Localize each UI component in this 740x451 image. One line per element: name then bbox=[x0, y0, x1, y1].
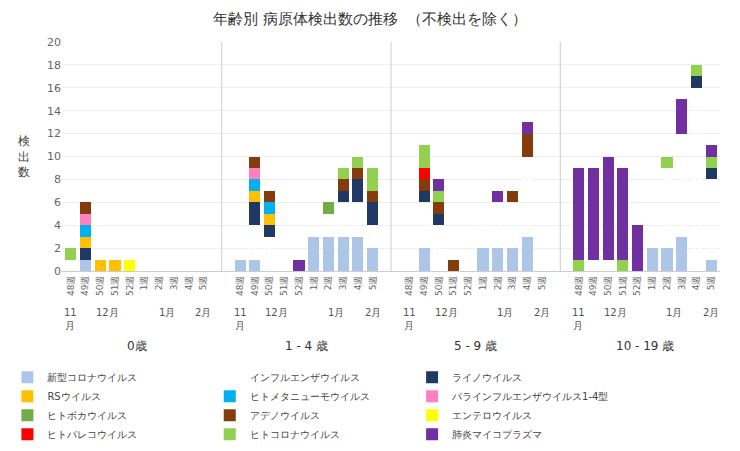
svg-text:50週: 50週 bbox=[434, 276, 444, 296]
svg-text:2月: 2月 bbox=[195, 307, 211, 318]
svg-text:11月: 11月 bbox=[403, 307, 416, 331]
svg-text:12: 12 bbox=[47, 127, 61, 140]
svg-text:50週: 50週 bbox=[95, 276, 105, 296]
svg-text:1週: 1週 bbox=[647, 276, 657, 291]
svg-text:12月: 12月 bbox=[435, 307, 458, 318]
svg-text:48週: 48週 bbox=[574, 276, 584, 296]
svg-text:ヒトパレコウイルス: ヒトパレコウイルス bbox=[47, 429, 137, 440]
svg-text:新型コロナウイルス: 新型コロナウイルス bbox=[47, 372, 137, 383]
svg-text:52週: 52週 bbox=[125, 276, 135, 296]
svg-text:2: 2 bbox=[54, 242, 61, 255]
svg-text:12月: 12月 bbox=[96, 307, 119, 318]
svg-text:0: 0 bbox=[54, 265, 61, 278]
svg-text:5週: 5週 bbox=[368, 276, 378, 291]
svg-text:10 - 19 歳: 10 - 19 歳 bbox=[616, 339, 674, 353]
svg-text:4週: 4週 bbox=[353, 276, 363, 291]
svg-text:4週: 4週 bbox=[184, 276, 194, 291]
svg-text:1月: 1月 bbox=[328, 307, 344, 318]
svg-text:パラインフルエンザウイルス1-4型: パラインフルエンザウイルス1-4型 bbox=[451, 391, 608, 402]
svg-text:51週: 51週 bbox=[618, 276, 628, 296]
svg-text:49週: 49週 bbox=[419, 276, 429, 296]
svg-text:4: 4 bbox=[54, 219, 61, 232]
svg-text:51週: 51週 bbox=[279, 276, 289, 296]
svg-text:4週: 4週 bbox=[691, 276, 701, 291]
svg-text:52週: 52週 bbox=[463, 276, 473, 296]
svg-text:48週: 48週 bbox=[66, 276, 76, 296]
svg-text:2週: 2週 bbox=[323, 276, 333, 291]
svg-text:51週: 51週 bbox=[110, 276, 120, 296]
svg-text:49週: 49週 bbox=[80, 276, 90, 296]
svg-text:5週: 5週 bbox=[706, 276, 716, 291]
svg-text:48週: 48週 bbox=[404, 276, 414, 296]
svg-text:5週: 5週 bbox=[198, 276, 208, 291]
svg-text:12月: 12月 bbox=[604, 307, 627, 318]
svg-text:1週: 1週 bbox=[478, 276, 488, 291]
svg-text:検出数: 検出数 bbox=[18, 134, 30, 179]
svg-text:1月: 1月 bbox=[159, 307, 175, 318]
svg-text:2月: 2月 bbox=[703, 307, 719, 318]
svg-text:1月: 1月 bbox=[666, 307, 682, 318]
svg-text:2週: 2週 bbox=[154, 276, 164, 291]
svg-text:10: 10 bbox=[47, 150, 61, 163]
svg-text:12月: 12月 bbox=[265, 307, 288, 318]
svg-text:2月: 2月 bbox=[365, 307, 381, 318]
svg-text:エンテロウイルス: エンテロウイルス bbox=[452, 410, 532, 421]
svg-text:11月: 11月 bbox=[572, 307, 585, 331]
svg-text:ヒトボカウイルス: ヒトボカウイルス bbox=[47, 410, 127, 421]
svg-text:年齢別 病原体検出数の推移 （不検出を除く）: 年齢別 病原体検出数の推移 （不検出を除く） bbox=[213, 10, 527, 28]
svg-text:20: 20 bbox=[47, 36, 61, 49]
svg-text:5 - 9 歳: 5 - 9 歳 bbox=[454, 339, 497, 353]
svg-text:49週: 49週 bbox=[588, 276, 598, 296]
svg-text:11月: 11月 bbox=[234, 307, 247, 331]
svg-text:1 - 4 歳: 1 - 4 歳 bbox=[285, 339, 328, 353]
svg-text:14: 14 bbox=[47, 105, 61, 118]
svg-text:ヒトコロナウイルス: ヒトコロナウイルス bbox=[250, 429, 340, 440]
svg-text:50週: 50週 bbox=[264, 276, 274, 296]
svg-text:8: 8 bbox=[54, 173, 61, 186]
svg-text:3週: 3週 bbox=[169, 276, 179, 291]
svg-text:3週: 3週 bbox=[677, 276, 687, 291]
svg-text:52週: 52週 bbox=[632, 276, 642, 296]
svg-text:インフルエンザウイルス: インフルエンザウイルス bbox=[250, 372, 360, 383]
svg-text:2週: 2週 bbox=[493, 276, 503, 291]
svg-text:1月: 1月 bbox=[497, 307, 513, 318]
svg-text:50週: 50週 bbox=[603, 276, 613, 296]
svg-text:肺炎マイコプラズマ: 肺炎マイコプラズマ bbox=[452, 429, 542, 440]
svg-text:11月: 11月 bbox=[64, 307, 77, 331]
svg-text:51週: 51週 bbox=[448, 276, 458, 296]
svg-text:ライノウイルス: ライノウイルス bbox=[452, 372, 522, 383]
svg-text:アデノウイルス: アデノウイルス bbox=[250, 410, 320, 421]
svg-text:48週: 48週 bbox=[235, 276, 245, 296]
svg-text:49週: 49週 bbox=[250, 276, 260, 296]
svg-text:2月: 2月 bbox=[534, 307, 550, 318]
svg-text:3週: 3週 bbox=[338, 276, 348, 291]
svg-text:52週: 52週 bbox=[294, 276, 304, 296]
svg-text:1週: 1週 bbox=[309, 276, 319, 291]
svg-text:2週: 2週 bbox=[662, 276, 672, 291]
svg-text:0歳: 0歳 bbox=[127, 339, 147, 353]
svg-text:ヒトメタニューモウイルス: ヒトメタニューモウイルス bbox=[250, 391, 370, 402]
svg-text:RSウイルス: RSウイルス bbox=[47, 391, 100, 402]
svg-text:4週: 4週 bbox=[522, 276, 532, 291]
svg-text:3週: 3週 bbox=[507, 276, 517, 291]
svg-text:18: 18 bbox=[47, 59, 61, 72]
svg-text:16: 16 bbox=[47, 82, 61, 95]
svg-text:5週: 5週 bbox=[537, 276, 547, 291]
svg-text:6: 6 bbox=[54, 196, 61, 209]
svg-text:1週: 1週 bbox=[139, 276, 149, 291]
